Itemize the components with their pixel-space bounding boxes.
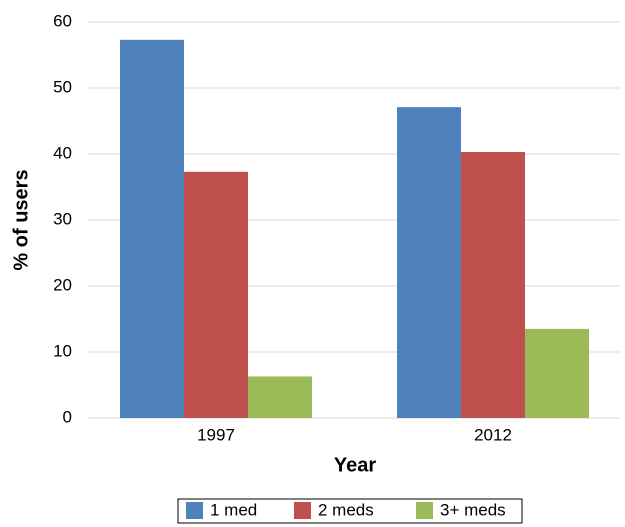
y-tick-label: 20 (53, 275, 72, 294)
y-tick-label: 10 (53, 341, 72, 360)
bar (184, 171, 248, 418)
bar (397, 107, 461, 418)
legend-swatch (186, 502, 203, 519)
legend-label: 2 meds (318, 500, 374, 519)
legend-swatch (294, 502, 311, 519)
bar (248, 376, 312, 418)
y-tick-label: 60 (53, 11, 72, 30)
legend-label: 3+ meds (440, 500, 506, 519)
bar (525, 328, 589, 418)
x-tick-label: 1997 (197, 425, 235, 444)
y-tick-label: 40 (53, 143, 72, 162)
x-axis-label: Year (334, 454, 376, 476)
bar (461, 152, 525, 418)
y-tick-label: 0 (63, 407, 72, 426)
legend-box (177, 498, 523, 524)
y-tick-label: 50 (53, 77, 72, 96)
y-axis-label: % of users (10, 169, 32, 270)
legend-swatch (416, 502, 433, 519)
y-tick-label: 30 (53, 209, 72, 228)
bar (120, 39, 184, 418)
legend-label: 1 med (210, 500, 257, 519)
x-tick-label: 2012 (474, 425, 512, 444)
